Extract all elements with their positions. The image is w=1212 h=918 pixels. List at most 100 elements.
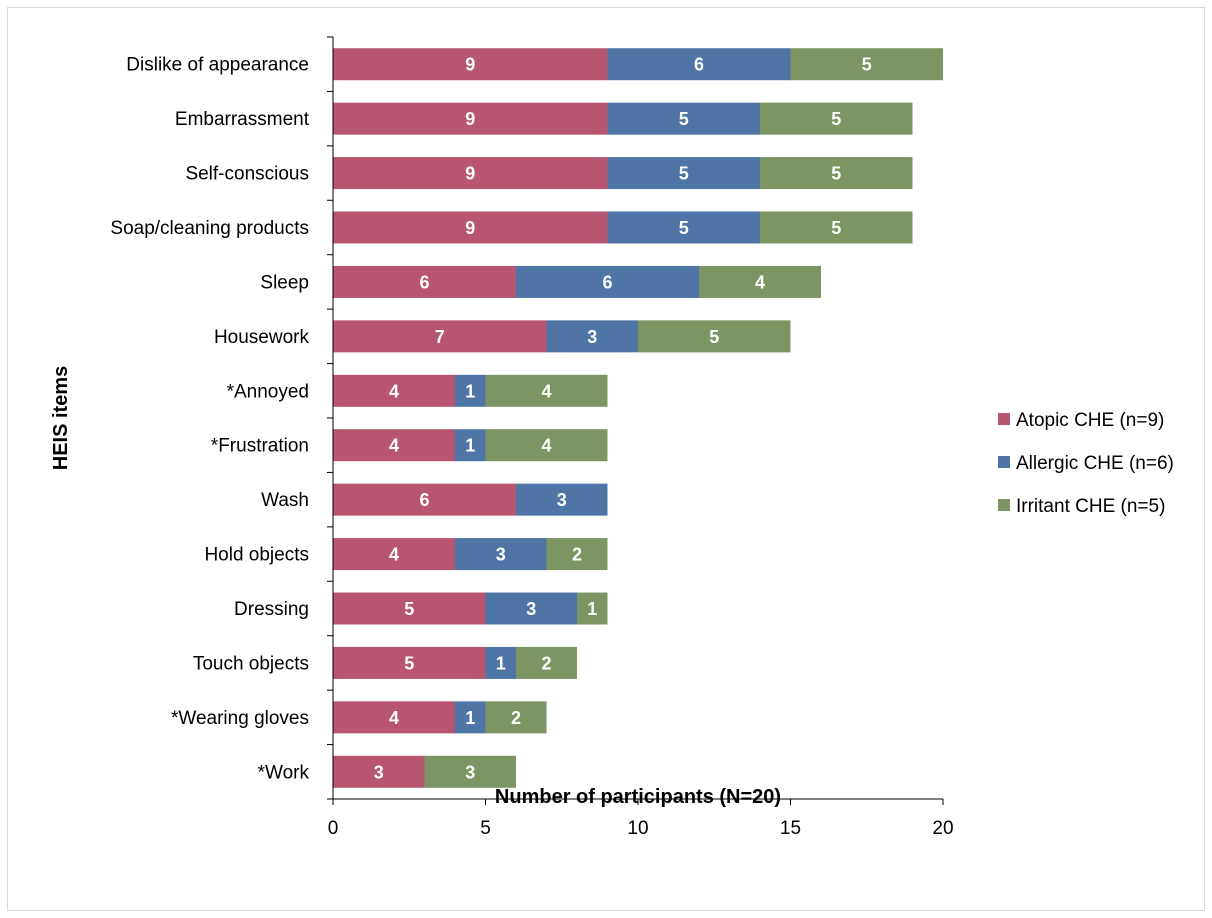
data-label: 5 (709, 327, 719, 347)
bar-segment (516, 265, 699, 298)
bar-segment (760, 102, 913, 135)
x-tick-label: 10 (627, 818, 648, 839)
bar-segment (333, 374, 455, 407)
x-tick-label: 5 (480, 818, 491, 839)
data-label: 3 (526, 599, 536, 619)
x-tick-label: 20 (932, 818, 953, 839)
category-label: Sleep (260, 272, 309, 293)
data-label: 9 (465, 218, 475, 238)
bar-segment (455, 538, 547, 571)
bar-segment (607, 48, 791, 81)
category-label: Touch objects (193, 653, 309, 674)
data-label: 5 (679, 218, 689, 238)
data-label: 3 (374, 762, 384, 782)
bar-segment (485, 701, 547, 734)
bar-segment (333, 701, 455, 734)
bar-segment (546, 538, 608, 571)
bar-segment (333, 265, 516, 298)
bar-segment (699, 265, 821, 298)
data-label: 1 (465, 381, 475, 401)
x-tick-label: 15 (780, 818, 801, 839)
data-label: 5 (831, 218, 841, 238)
bar-segment (333, 320, 547, 353)
data-label: 5 (404, 653, 414, 673)
bar-segment (760, 211, 913, 244)
bar-segment (333, 157, 608, 190)
data-label: 5 (831, 164, 841, 184)
category-label: Soap/cleaning products (110, 218, 309, 239)
legend-label: Irritant CHE (n=5) (1016, 496, 1165, 517)
bar-segment (333, 755, 425, 788)
bar-segment (546, 320, 638, 353)
data-label: 3 (587, 327, 597, 347)
bar-segment (485, 592, 577, 625)
data-label: 3 (557, 490, 567, 510)
legend-label: Atopic CHE (n=9) (1016, 410, 1164, 431)
bar-segment (638, 320, 791, 353)
bar-segment (607, 157, 760, 190)
category-label: Dressing (234, 599, 309, 620)
legend-swatch (998, 499, 1010, 511)
data-label: 5 (679, 164, 689, 184)
data-label: 9 (465, 109, 475, 129)
data-label: 9 (465, 164, 475, 184)
data-label: 3 (465, 762, 475, 782)
bar-segment (333, 483, 516, 516)
data-label: 6 (602, 272, 612, 292)
data-label: 6 (694, 55, 704, 75)
category-label: *Frustration (211, 436, 309, 457)
data-label: 5 (404, 599, 414, 619)
data-label: 4 (389, 381, 399, 401)
x-axis-title: Number of participants (N=20) (495, 786, 781, 808)
data-label: 4 (755, 272, 765, 292)
data-label: 4 (541, 381, 551, 401)
data-label: 5 (679, 109, 689, 129)
category-label: Wash (261, 490, 309, 511)
bar-segment (760, 157, 913, 190)
data-label: 4 (389, 436, 399, 456)
data-label: 1 (465, 708, 475, 728)
category-label: Hold objects (204, 545, 309, 566)
bar-segment (577, 592, 608, 625)
data-label: 4 (389, 545, 399, 565)
category-label: Housework (214, 327, 310, 348)
bar-segment (455, 701, 486, 734)
x-tick-label: 0 (328, 818, 339, 839)
legend: Atopic CHE (n=9) Allergic CHE (n=6) Irrita… (998, 410, 1174, 517)
bar-segment (485, 374, 608, 407)
data-label: 2 (541, 653, 551, 673)
legend-swatch (998, 413, 1010, 425)
bar-segment (333, 429, 455, 462)
legend-label: Allergic CHE (n=6) (1016, 453, 1174, 474)
category-label: *Work (258, 762, 310, 783)
data-label: 2 (572, 545, 582, 565)
category-label: Dislike of appearance (126, 55, 309, 76)
bar-segment (790, 48, 943, 81)
bar-segment (333, 48, 608, 81)
bar-segment (424, 755, 516, 788)
y-axis-title: HEIS items (50, 366, 72, 470)
bar-segment (607, 211, 760, 244)
data-label: 4 (541, 436, 551, 456)
data-label: 9 (465, 55, 475, 75)
bar-segment (516, 646, 577, 679)
data-label: 6 (419, 272, 429, 292)
data-label: 2 (511, 708, 521, 728)
axes-group: Dislike of appearance Embarrassment Self-c… (110, 36, 954, 839)
data-label: 5 (862, 55, 872, 75)
data-label: 1 (465, 436, 475, 456)
bars-group: 9 6 5 9 5 5 9 5 5 9 5 5 6 6 4 7 3 5 4 1 4 4 1 4 6 3 4 3 2 5 3 1 5 1 2 4 1 2 3 3 (333, 48, 943, 788)
category-label: *Wearing gloves (171, 708, 309, 729)
bar-segment (333, 102, 608, 135)
data-label: 7 (435, 327, 445, 347)
bar-segment (485, 646, 516, 679)
data-label: 6 (419, 490, 429, 510)
bar-segment (333, 646, 486, 679)
bar-segment (516, 483, 608, 516)
data-label: 5 (831, 109, 841, 129)
bar-segment (333, 538, 455, 571)
data-label: 1 (496, 653, 506, 673)
bar-segment (333, 211, 608, 244)
data-label: 1 (587, 599, 597, 619)
data-label: 4 (389, 708, 399, 728)
